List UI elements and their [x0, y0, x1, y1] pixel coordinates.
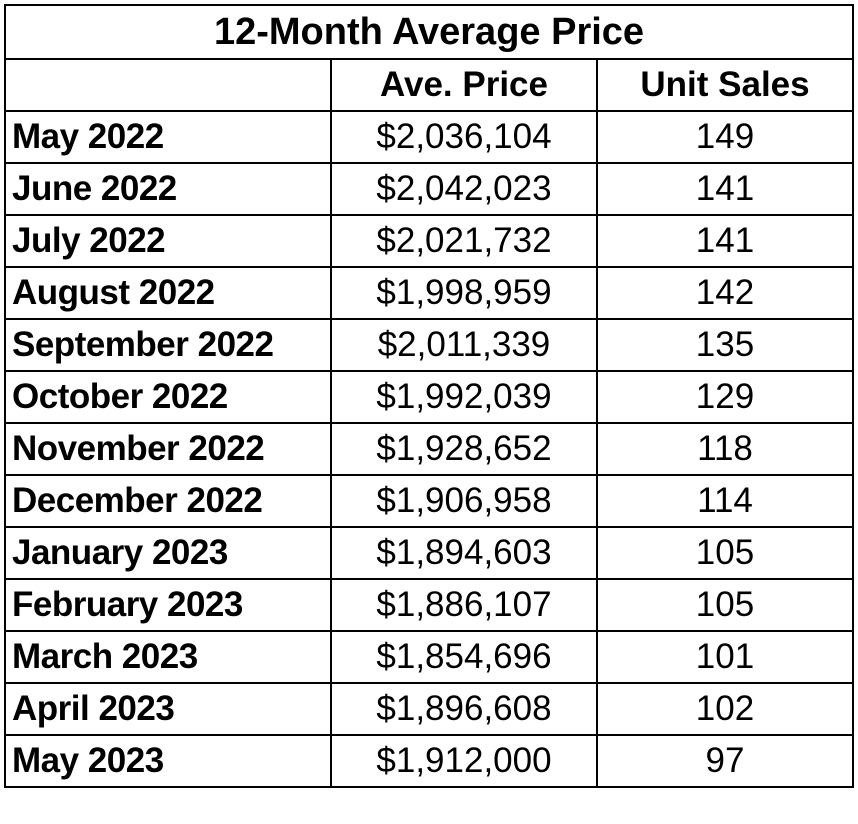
price-cell[interactable]: $1,896,608 [330, 682, 598, 736]
month-cell[interactable]: June 2022 [4, 162, 332, 216]
units-cell[interactable]: 101 [595, 630, 855, 684]
units-cell[interactable]: 149 [595, 110, 855, 164]
table-body: May 2022 $2,036,104 149 June 2022 $2,042,023… [4, 110, 855, 788]
header-ave-price[interactable]: Ave. Price [330, 58, 598, 112]
price-cell[interactable]: $1,894,603 [330, 526, 598, 580]
table-row: May 2023 $1,912,000 97 [4, 734, 855, 788]
price-cell[interactable]: $1,992,039 [330, 370, 598, 424]
units-cell[interactable]: 141 [595, 214, 855, 268]
average-price-table: 12-Month Average Price Ave. Price Unit S… [3, 4, 855, 788]
header-row: Ave. Price Unit Sales [4, 58, 855, 112]
month-cell[interactable]: May 2023 [4, 734, 332, 788]
month-cell[interactable]: January 2023 [4, 526, 332, 580]
price-cell[interactable]: $1,886,107 [330, 578, 598, 632]
units-cell[interactable]: 105 [595, 526, 855, 580]
month-cell[interactable]: February 2023 [4, 578, 332, 632]
units-cell[interactable]: 105 [595, 578, 855, 632]
price-cell[interactable]: $2,011,339 [330, 318, 598, 372]
table-row: November 2022 $1,928,652 118 [4, 422, 855, 476]
table-row: August 2022 $1,998,959 142 [4, 266, 855, 320]
title-row: 12-Month Average Price [3, 4, 855, 60]
table-row: July 2022 $2,021,732 141 [4, 214, 855, 268]
table-row: October 2022 $1,992,039 129 [4, 370, 855, 424]
month-cell[interactable]: March 2023 [4, 630, 332, 684]
units-cell[interactable]: 129 [595, 370, 855, 424]
units-cell[interactable]: 135 [595, 318, 855, 372]
price-cell[interactable]: $2,021,732 [330, 214, 598, 268]
month-cell[interactable]: April 2023 [4, 682, 332, 736]
month-cell[interactable]: July 2022 [4, 214, 332, 268]
month-cell[interactable]: September 2022 [4, 318, 332, 372]
table-row: April 2023 $1,896,608 102 [4, 682, 855, 736]
month-cell[interactable]: May 2022 [4, 110, 332, 164]
units-cell[interactable]: 102 [595, 682, 855, 736]
units-cell[interactable]: 118 [595, 422, 855, 476]
price-cell[interactable]: $1,912,000 [330, 734, 598, 788]
price-cell[interactable]: $1,998,959 [330, 266, 598, 320]
units-cell[interactable]: 114 [595, 474, 855, 528]
month-cell[interactable]: December 2022 [4, 474, 332, 528]
header-unit-sales[interactable]: Unit Sales [595, 58, 855, 112]
table-row: March 2023 $1,854,696 101 [4, 630, 855, 684]
spreadsheet-range: 12-Month Average Price Ave. Price Unit S… [3, 4, 855, 820]
table-row: December 2022 $1,906,958 114 [4, 474, 855, 528]
units-cell[interactable]: 97 [595, 734, 855, 788]
month-cell[interactable]: October 2022 [4, 370, 332, 424]
price-cell[interactable]: $2,042,023 [330, 162, 598, 216]
month-cell[interactable]: November 2022 [4, 422, 332, 476]
table-row: June 2022 $2,042,023 141 [4, 162, 855, 216]
table-row: September 2022 $2,011,339 135 [4, 318, 855, 372]
units-cell[interactable]: 142 [595, 266, 855, 320]
price-cell[interactable]: $2,036,104 [330, 110, 598, 164]
month-cell[interactable]: August 2022 [4, 266, 332, 320]
price-cell[interactable]: $1,928,652 [330, 422, 598, 476]
table-title[interactable]: 12-Month Average Price [3, 4, 855, 60]
units-cell[interactable]: 141 [595, 162, 855, 216]
table-row: May 2022 $2,036,104 149 [4, 110, 855, 164]
table-row: January 2023 $1,894,603 105 [4, 526, 855, 580]
price-cell[interactable]: $1,906,958 [330, 474, 598, 528]
header-month[interactable] [4, 58, 332, 112]
table-row: February 2023 $1,886,107 105 [4, 578, 855, 632]
price-cell[interactable]: $1,854,696 [330, 630, 598, 684]
